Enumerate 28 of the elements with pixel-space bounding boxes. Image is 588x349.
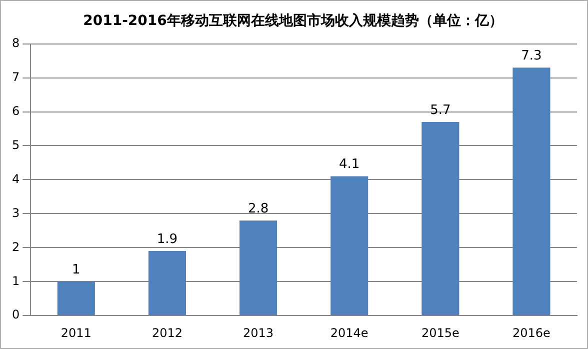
- bar: [330, 176, 368, 316]
- y-tick-label: 4: [12, 172, 20, 186]
- data-label: 2.8: [248, 201, 269, 216]
- bar: [422, 122, 460, 316]
- x-tick-label: 2016e: [512, 326, 550, 340]
- y-tick-label: 3: [12, 206, 20, 220]
- bar: [57, 282, 95, 316]
- chart-title: 2011-2016年移动互联网在线地图市场收入规模趋势（单位：亿）: [83, 12, 503, 30]
- bar: [148, 251, 186, 316]
- data-label: 4.1: [339, 157, 360, 172]
- data-label: 1.9: [156, 232, 178, 247]
- x-tick-label: 2015e: [421, 326, 460, 340]
- y-tick-label: 2: [12, 240, 20, 254]
- x-tick-label: 2013: [243, 326, 274, 340]
- x-tick-label: 2011: [60, 326, 92, 340]
- data-label: 7.3: [521, 48, 542, 64]
- x-tick-label: 2014e: [330, 326, 368, 340]
- y-tick-label: 6: [12, 104, 20, 118]
- y-tick-label: 1: [12, 274, 20, 288]
- bar: [240, 220, 278, 316]
- y-tick-label: 8: [12, 36, 20, 50]
- y-tick-label: 0: [12, 308, 20, 322]
- y-tick-label: 5: [12, 138, 20, 152]
- y-tick-label: 7: [12, 70, 20, 84]
- bar: [512, 68, 550, 316]
- data-label: 1: [72, 262, 80, 278]
- x-tick-label: 2012: [152, 326, 182, 340]
- data-label: 5.7: [430, 102, 451, 118]
